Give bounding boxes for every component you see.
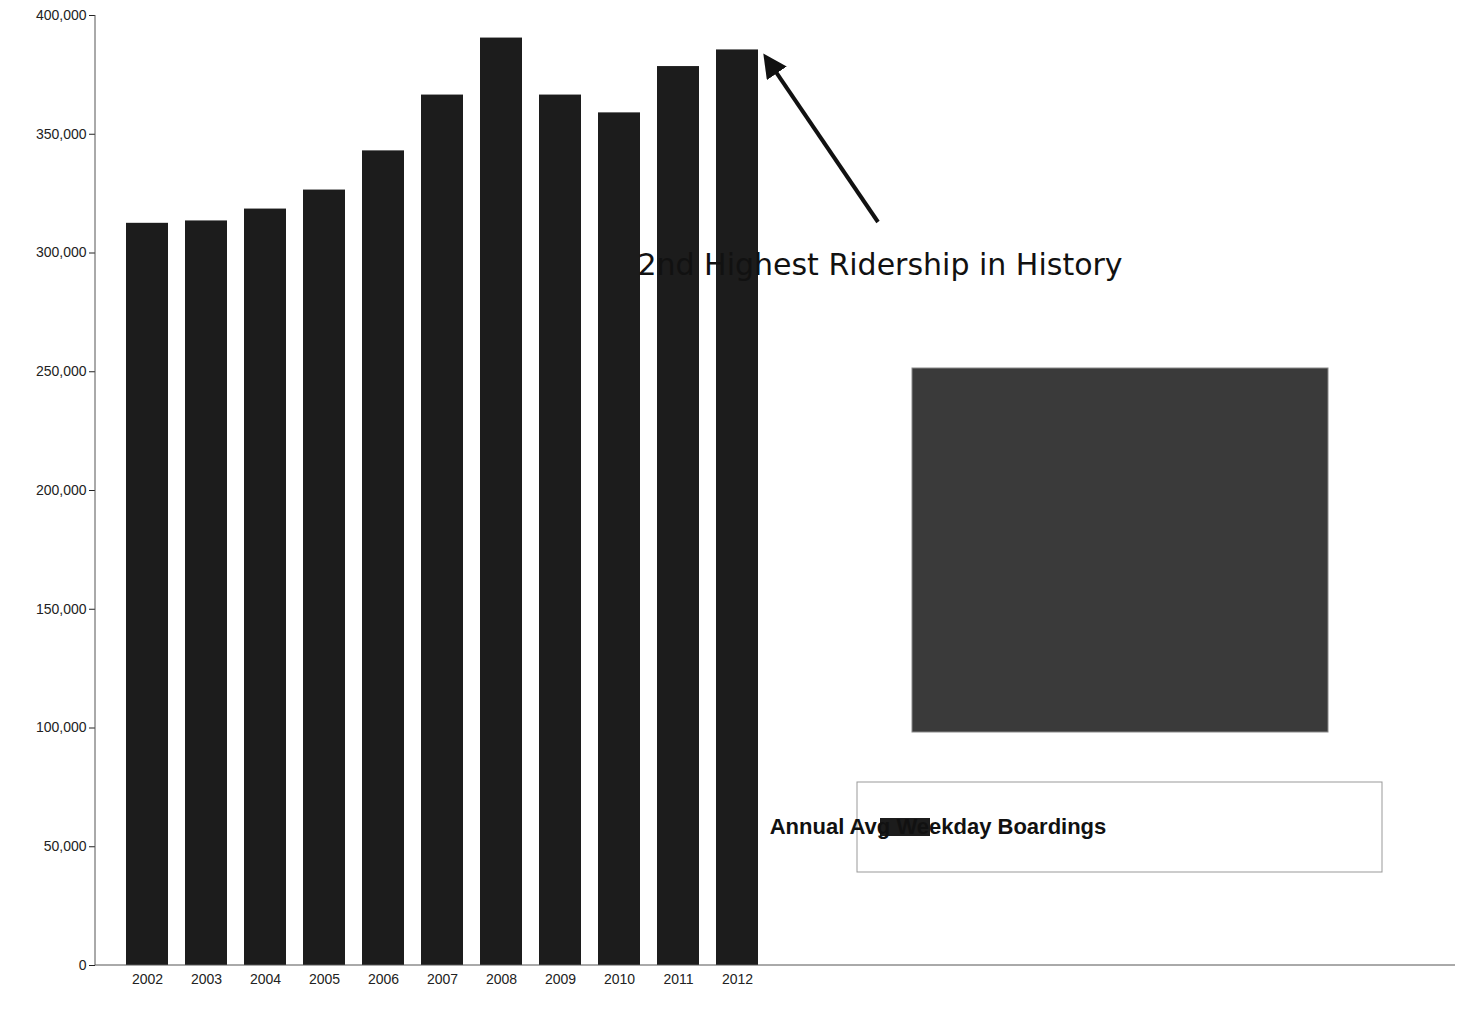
svg-text:2011: 2011 (663, 971, 693, 987)
svg-text:2nd Highest Ridership in Histo: 2nd Highest Ridership in History (637, 247, 1122, 282)
svg-text:400,000: 400,000 (36, 7, 87, 23)
svg-text:2004: 2004 (250, 971, 281, 987)
svg-text:2007: 2007 (427, 971, 458, 987)
svg-text:2008: 2008 (486, 971, 517, 987)
svg-text:0: 0 (79, 957, 87, 973)
svg-text:350,000: 350,000 (36, 126, 87, 142)
svg-text:100,000: 100,000 (36, 719, 87, 735)
svg-text:2012: 2012 (722, 971, 753, 987)
svg-text:2010: 2010 (604, 971, 635, 987)
svg-text:2005: 2005 (309, 971, 340, 987)
svg-text:Annual Avg Weekday Boardings: Annual Avg Weekday Boardings (770, 814, 1107, 839)
svg-text:2009: 2009 (545, 971, 576, 987)
svg-text:300,000: 300,000 (36, 244, 87, 260)
svg-text:200,000: 200,000 (36, 482, 87, 498)
svg-text:250,000: 250,000 (36, 363, 87, 379)
svg-text:50,000: 50,000 (44, 838, 87, 854)
svg-text:2003: 2003 (191, 971, 222, 987)
svg-text:2002: 2002 (132, 971, 163, 987)
svg-text:150,000: 150,000 (36, 601, 87, 617)
svg-text:2006: 2006 (368, 971, 399, 987)
